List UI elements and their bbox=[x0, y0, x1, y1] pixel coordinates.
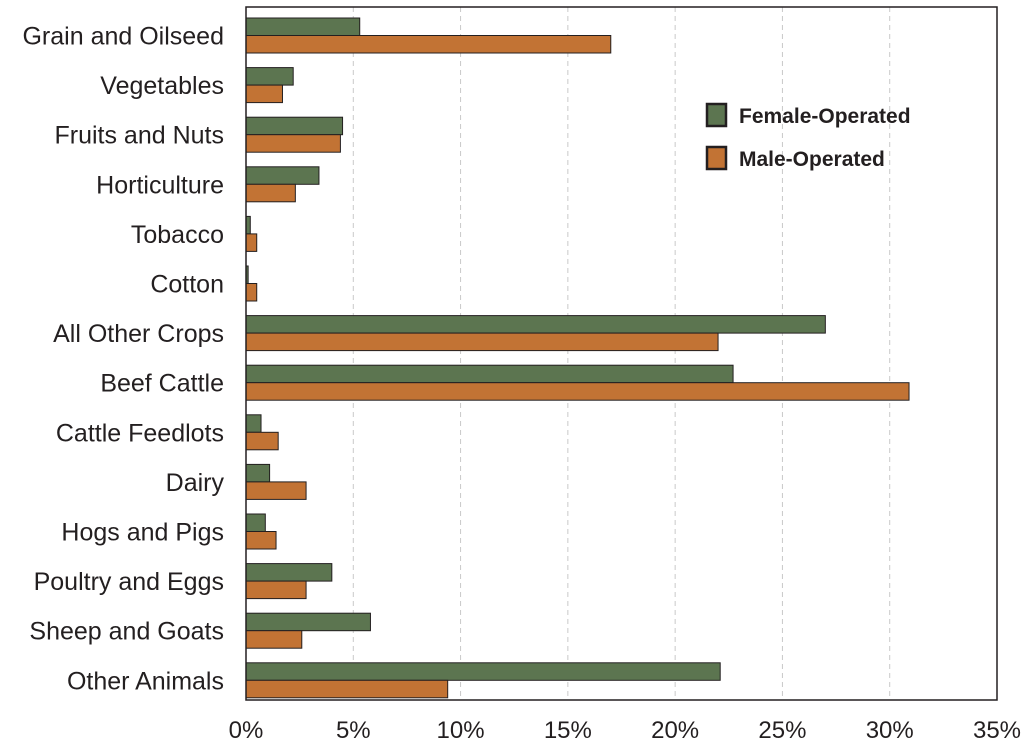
category-label-sheep-and-goats: Sheep and Goats bbox=[29, 618, 224, 646]
category-label-hogs-and-pigs: Hogs and Pigs bbox=[61, 519, 224, 547]
bar-female-operated-vegetables bbox=[245, 67, 294, 86]
x-tick-label: 25% bbox=[758, 717, 806, 744]
bar-female-operated-fruits-and-nuts bbox=[245, 116, 344, 136]
category-label-cotton: Cotton bbox=[150, 271, 224, 299]
x-tick-label: 15% bbox=[544, 717, 592, 744]
bar-female-operated-cattle-feedlots bbox=[245, 414, 262, 433]
bar-male-operated-poultry-and-eggs bbox=[245, 580, 307, 600]
plot-frame bbox=[245, 6, 998, 701]
bar-female-operated-other-animals bbox=[245, 662, 721, 681]
x-tick-label: 20% bbox=[651, 717, 699, 744]
bar-female-operated-horticulture bbox=[245, 166, 320, 185]
category-labels: Grain and Oilseed Vegetables Fruits and Nu… bbox=[22, 23, 224, 696]
bar-female-operated-hogs-and-pigs bbox=[245, 513, 266, 532]
bars bbox=[245, 17, 910, 699]
category-label-cattle-feedlots: Cattle Feedlots bbox=[56, 419, 224, 447]
bar-male-operated-tobacco bbox=[245, 233, 258, 252]
bar-male-operated-other-animals bbox=[245, 679, 449, 699]
legend-label-female-operated: Female-Operated bbox=[739, 105, 911, 128]
category-label-poultry-and-eggs: Poultry and Eggs bbox=[34, 568, 224, 596]
x-tick-label: 0% bbox=[229, 717, 264, 744]
bar-male-operated-dairy bbox=[245, 481, 307, 500]
category-label-other-animals: Other Animals bbox=[67, 667, 224, 695]
bar-female-operated-sheep-and-goats bbox=[245, 612, 371, 632]
legend: Female-Operated Male-Operated bbox=[705, 102, 911, 171]
category-label-grain-and-oilseed: Grain and Oilseed bbox=[22, 23, 224, 51]
bar-female-operated-all-other-crops bbox=[245, 315, 826, 334]
legend-swatch-female-operated bbox=[705, 102, 728, 128]
bar-male-operated-beef-cattle bbox=[245, 382, 910, 401]
x-tick-label: 10% bbox=[437, 717, 485, 744]
x-tick-label: 35% bbox=[973, 717, 1021, 744]
category-label-beef-cattle: Beef Cattle bbox=[100, 370, 224, 398]
bar-male-operated-fruits-and-nuts bbox=[245, 134, 341, 153]
category-label-fruits-and-nuts: Fruits and Nuts bbox=[54, 122, 224, 150]
grid-lines bbox=[352, 7, 891, 700]
bar-male-operated-grain-and-oilseed bbox=[245, 35, 612, 54]
x-tick-label: 5% bbox=[336, 717, 371, 744]
bar-male-operated-hogs-and-pigs bbox=[245, 531, 277, 550]
category-label-dairy: Dairy bbox=[166, 469, 225, 497]
category-label-horticulture: Horticulture bbox=[96, 171, 224, 199]
bar-male-operated-sheep-and-goats bbox=[245, 630, 303, 649]
legend-swatch-male-operated bbox=[705, 145, 728, 171]
bar-female-operated-dairy bbox=[245, 463, 271, 483]
bar-male-operated-cotton bbox=[245, 283, 258, 302]
category-label-all-other-crops: All Other Crops bbox=[53, 320, 224, 348]
bar-male-operated-horticulture bbox=[245, 183, 296, 203]
category-label-vegetables: Vegetables bbox=[100, 72, 224, 100]
category-label-tobacco: Tobacco bbox=[131, 221, 224, 249]
bar-female-operated-poultry-and-eggs bbox=[245, 563, 333, 582]
bar-male-operated-cattle-feedlots bbox=[245, 431, 279, 451]
bar-male-operated-vegetables bbox=[245, 84, 283, 104]
bar-male-operated-all-other-crops bbox=[245, 332, 719, 352]
legend-label-male-operated: Male-Operated bbox=[739, 148, 885, 171]
bar-female-operated-beef-cattle bbox=[245, 364, 734, 384]
x-tick-label: 30% bbox=[866, 717, 914, 744]
bar-female-operated-grain-and-oilseed bbox=[245, 17, 361, 36]
x-axis-ticks: 0% 5% 10% 15% 20% 25% 30% 35% bbox=[229, 717, 1021, 744]
